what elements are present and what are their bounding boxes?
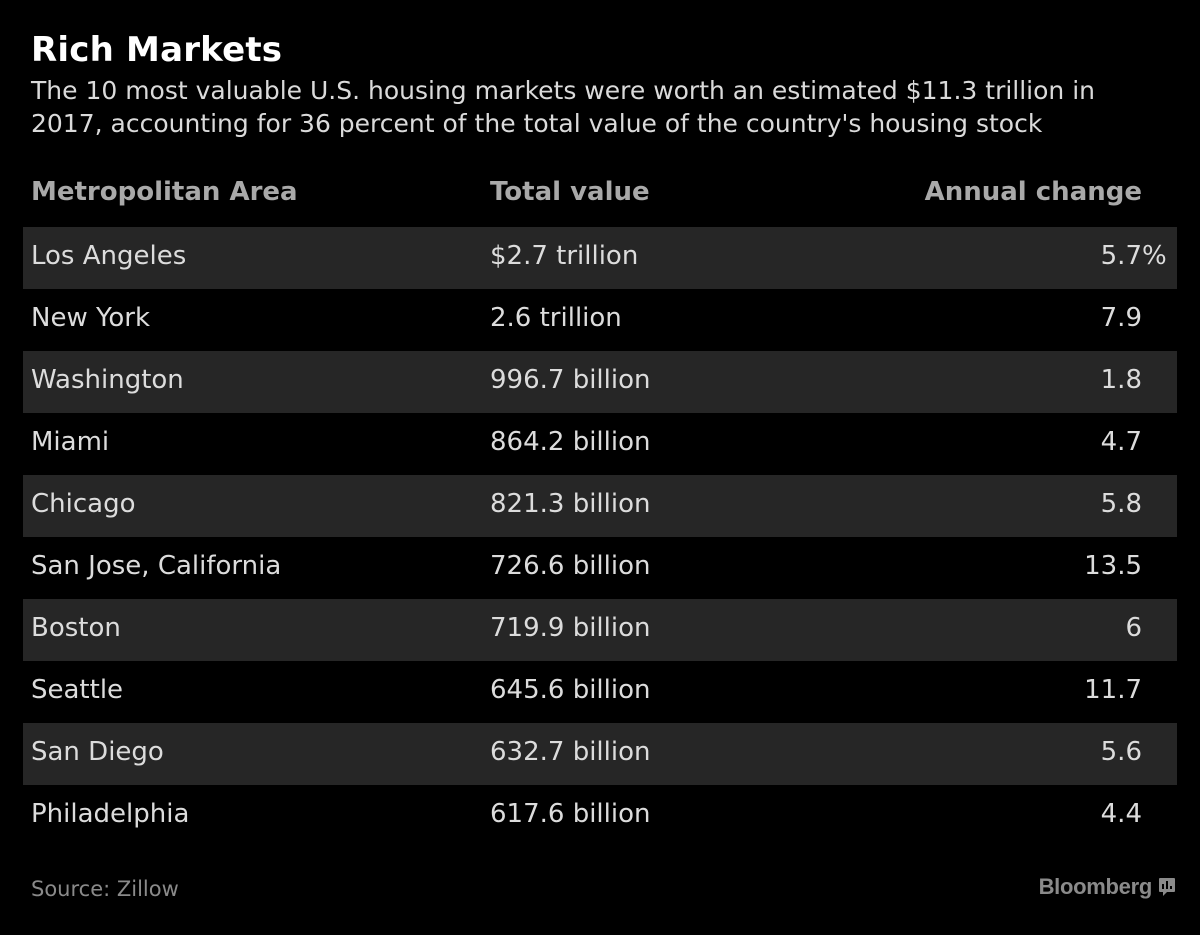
cell-area: Philadelphia bbox=[31, 799, 190, 829]
column-header-area: Metropolitan Area bbox=[31, 177, 298, 207]
cell-change-value: 5.6 bbox=[1100, 737, 1142, 767]
table-row: Philadelphia 617.6 billion 4.4 bbox=[23, 785, 1177, 847]
cell-change-value: 11.7 bbox=[1084, 675, 1142, 705]
table-row: Boston 719.9 billion 6 bbox=[23, 599, 1177, 661]
brand-logo: Bloomberg bbox=[1039, 874, 1176, 900]
data-table: Metropolitan Area Total value Annual cha… bbox=[23, 165, 1177, 847]
cell-change-value: 13.5 bbox=[1084, 551, 1142, 581]
table-row: Chicago 821.3 billion 5.8 bbox=[23, 475, 1177, 537]
page-title: Rich Markets bbox=[31, 30, 283, 70]
page-subtitle: The 10 most valuable U.S. housing market… bbox=[31, 76, 1096, 138]
table-row: Miami 864.2 billion 4.7 bbox=[23, 413, 1177, 475]
cell-change: 7.9 bbox=[1101, 303, 1142, 333]
column-header-value: Total value bbox=[490, 177, 650, 207]
table-row: San Jose, California 726.6 billion 13.5 bbox=[23, 537, 1177, 599]
cell-change: 5.7% bbox=[1100, 241, 1167, 271]
cell-area: Chicago bbox=[31, 489, 136, 519]
cell-area: San Jose, California bbox=[31, 551, 282, 581]
cell-change-value: 5.8 bbox=[1100, 489, 1142, 519]
cell-area: Washington bbox=[31, 365, 184, 395]
brand-name: Bloomberg bbox=[1038, 874, 1153, 899]
table-row: Seattle 645.6 billion 11.7 bbox=[23, 661, 1177, 723]
cell-area: Boston bbox=[31, 613, 121, 643]
cell-change: 6 bbox=[1125, 613, 1142, 643]
cell-value: 632.7 billion bbox=[490, 737, 651, 767]
cell-change: 4.7 bbox=[1101, 427, 1142, 457]
table-row: Los Angeles $2.7 trillion 5.7% bbox=[23, 227, 1177, 289]
table-header: Metropolitan Area Total value Annual cha… bbox=[23, 165, 1177, 227]
cell-value: $2.7 trillion bbox=[490, 241, 639, 271]
cell-change-value: 1.8 bbox=[1100, 365, 1142, 395]
cell-change: 4.4 bbox=[1101, 799, 1142, 829]
bloomberg-chart-icon bbox=[1159, 878, 1175, 896]
cell-change: 5.8 bbox=[1101, 489, 1142, 519]
cell-area: San Diego bbox=[31, 737, 164, 767]
cell-value: 719.9 billion bbox=[490, 613, 651, 643]
cell-area: Seattle bbox=[31, 675, 124, 705]
cell-value: 864.2 billion bbox=[490, 427, 651, 457]
cell-value: 645.6 billion bbox=[490, 675, 651, 705]
cell-change-value: 5.7 bbox=[1100, 241, 1142, 271]
cell-change: 13.5 bbox=[1084, 551, 1142, 581]
table-body: Los Angeles $2.7 trillion 5.7% New York 2.6 … bbox=[23, 227, 1177, 847]
cell-value: 2.6 trillion bbox=[490, 303, 622, 333]
cell-area: Miami bbox=[31, 427, 110, 457]
cell-change-value: 6 bbox=[1125, 613, 1142, 643]
cell-change: 1.8 bbox=[1101, 365, 1142, 395]
source-note: Source: Zillow bbox=[31, 877, 179, 901]
cell-value: 821.3 billion bbox=[490, 489, 651, 519]
cell-change: 11.7 bbox=[1084, 675, 1142, 705]
cell-change-unit: % bbox=[1142, 241, 1167, 271]
cell-area: Los Angeles bbox=[31, 241, 187, 271]
cell-area: New York bbox=[31, 303, 151, 333]
table-row: San Diego 632.7 billion 5.6 bbox=[23, 723, 1177, 785]
cell-value: 617.6 billion bbox=[490, 799, 651, 829]
cell-change: 5.6 bbox=[1101, 737, 1142, 767]
column-header-change: Annual change bbox=[924, 177, 1142, 207]
cell-value: 726.6 billion bbox=[490, 551, 651, 581]
cell-change-value: 4.7 bbox=[1100, 427, 1142, 457]
table-row: New York 2.6 trillion 7.9 bbox=[23, 289, 1177, 351]
cell-change-value: 4.4 bbox=[1100, 799, 1142, 829]
cell-value: 996.7 billion bbox=[490, 365, 651, 395]
cell-change-value: 7.9 bbox=[1100, 303, 1142, 333]
table-row: Washington 996.7 billion 1.8 bbox=[23, 351, 1177, 413]
